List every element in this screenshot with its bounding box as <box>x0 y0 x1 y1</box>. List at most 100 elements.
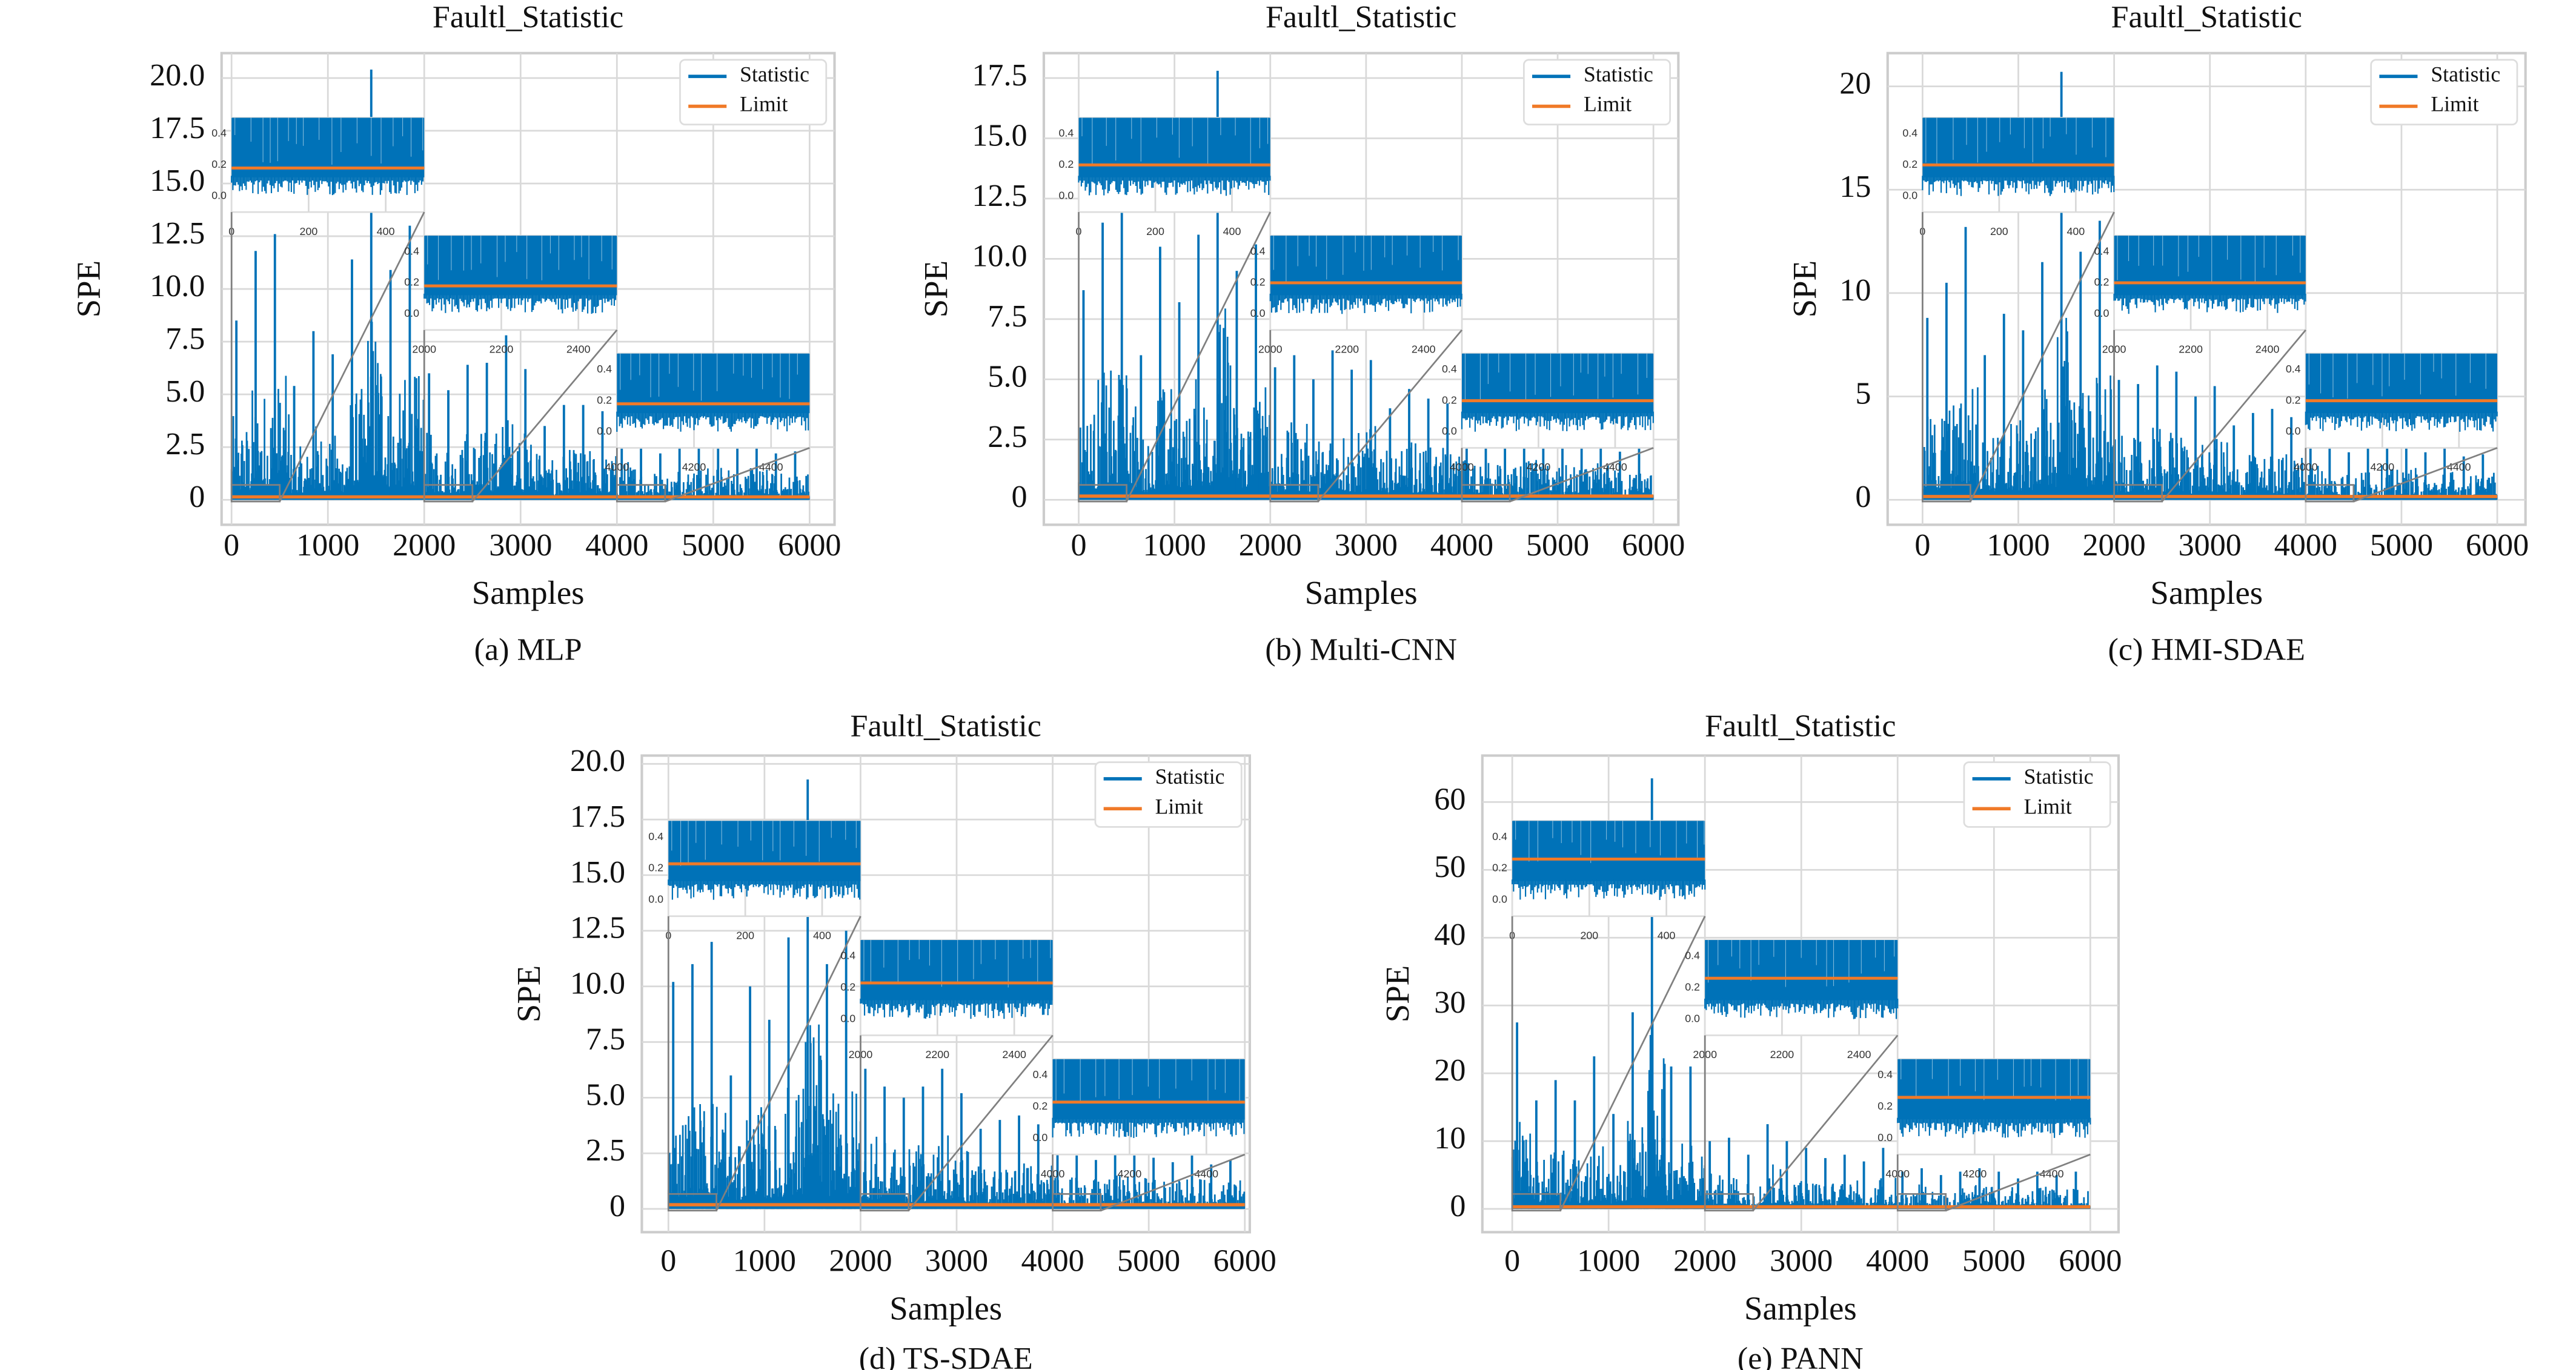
y-tick-label: 15.0 <box>570 855 625 890</box>
inset-y-tick-label: 0.4 <box>1442 363 1457 375</box>
y-tick-label: 2.5 <box>586 1133 625 1168</box>
legend-statistic-label: Statistic <box>1584 62 1653 86</box>
x-axis-label: Samples <box>1305 574 1418 611</box>
figure-caption: (d) TS-SDAE <box>859 1342 1033 1370</box>
inset-x-tick-label: 4200 <box>1527 461 1551 473</box>
y-tick-label: 12.5 <box>972 179 1027 213</box>
y-tick-label: 5.0 <box>586 1077 625 1112</box>
x-tick-label: 6000 <box>1213 1243 1276 1278</box>
zoom-region-box <box>2305 484 2355 503</box>
x-tick-label: 3000 <box>925 1243 988 1278</box>
chart-title: Faultl_Statistic <box>2111 0 2302 35</box>
inset-y-tick-label: 0.0 <box>211 189 227 201</box>
zoom-region-box <box>1269 484 1320 503</box>
inset-y-tick-label: 0.2 <box>1250 276 1266 288</box>
x-tick-label: 3000 <box>2179 528 2242 563</box>
y-tick-label: 10 <box>1839 273 1871 308</box>
inset-statistic-series <box>1461 411 1654 432</box>
inset-statistic-series <box>2305 411 2498 432</box>
zoom-inset: 0.00.20.4200022002400 <box>1250 234 1463 355</box>
statistic-series <box>667 779 1246 1210</box>
y-tick-label: 15 <box>1839 170 1871 204</box>
inset-y-tick-label: 0.0 <box>1250 307 1266 319</box>
x-tick-label: 5000 <box>682 528 745 563</box>
x-tick-label: 1000 <box>296 528 359 563</box>
inset-y-tick-label: 0.4 <box>1059 127 1074 139</box>
x-tick-label: 4000 <box>1430 528 1493 563</box>
inset-statistic-fill <box>1922 117 2114 177</box>
zoom-connector-line <box>279 211 425 502</box>
zoom-inset: 0.00.20.40200400 <box>1059 117 1272 237</box>
legend: Statistic Limit <box>2370 59 2518 126</box>
x-tick-label: 0 <box>1071 528 1087 563</box>
zoom-region-box <box>1461 484 1511 503</box>
y-axis-label: SPE <box>510 965 547 1022</box>
legend: Statistic Limit <box>1522 59 1671 126</box>
inset-y-tick-label: 0.2 <box>597 394 612 406</box>
x-axis-label: Samples <box>2150 574 2263 611</box>
inset-statistic-fill <box>1078 117 1270 177</box>
y-tick-label: 5.0 <box>165 374 205 409</box>
zoom-region-box <box>423 484 474 503</box>
y-tick-label: 17.5 <box>570 799 625 834</box>
y-tick-label: 5.0 <box>988 359 1027 394</box>
inset-y-tick-label: 0.2 <box>1059 158 1074 170</box>
y-axis-label: SPE <box>1786 260 1823 317</box>
inset-x-tick-label: 4200 <box>682 461 706 473</box>
inset-y-tick-label: 0.2 <box>404 276 419 288</box>
inset-x-tick-label: 400 <box>1223 225 1241 237</box>
legend-statistic-label: Statistic <box>2431 62 2500 86</box>
inset-statistic-fill <box>2114 236 2306 296</box>
x-tick-label: 0 <box>1914 528 1930 563</box>
y-tick-label: 17.5 <box>150 111 205 145</box>
y-tick-label: 10.0 <box>150 269 205 303</box>
inset-y-tick-label: 0.2 <box>2094 276 2110 288</box>
y-tick-label: 17.5 <box>972 58 1027 93</box>
x-tick-label: 6000 <box>2466 528 2529 563</box>
zoom-inset: 0.00.20.4200022002400 <box>2094 234 2307 355</box>
y-tick-label: 2.5 <box>988 420 1027 454</box>
zoom-connector-line <box>471 329 618 502</box>
legend: Statistic Limit <box>679 59 828 126</box>
x-tick-label: 5000 <box>2370 528 2433 563</box>
x-tick-label: 3000 <box>1335 528 1398 563</box>
x-axis-label: Samples <box>472 574 585 611</box>
x-tick-label: 1000 <box>733 1243 796 1278</box>
inset-x-tick-label: 400 <box>2066 225 2085 237</box>
inset-y-tick-label: 0.4 <box>404 245 419 257</box>
zoom-region-box <box>616 484 666 503</box>
inset-y-tick-label: 0.0 <box>2094 307 2110 319</box>
inset-statistic-series <box>2113 293 2306 314</box>
zoom-connector-line <box>1970 211 2115 502</box>
inset-x-tick-label: 2400 <box>1412 343 1436 355</box>
inset-x-tick-label: 200 <box>300 225 318 237</box>
y-tick-label: 10.0 <box>570 967 625 1001</box>
x-tick-label: 5000 <box>1526 528 1589 563</box>
y-tick-label: 10.0 <box>972 239 1027 273</box>
x-tick-label: 4000 <box>1021 1243 1084 1278</box>
inset-x-tick-label: 2400 <box>2256 343 2280 355</box>
inset-x-tick-label: 200 <box>1146 225 1164 237</box>
zoom-connector-line <box>1509 447 1654 503</box>
legend-limit-label: Limit <box>740 92 788 116</box>
y-tick-label: 0 <box>1855 480 1871 514</box>
chart-title: Faultl_Statistic <box>850 709 1041 744</box>
x-tick-label: 4000 <box>2274 528 2337 563</box>
y-tick-label: 12.5 <box>150 216 205 251</box>
inset-y-tick-label: 0.4 <box>2286 363 2301 375</box>
inset-statistic-fill <box>1270 236 1462 296</box>
legend-limit-label: Limit <box>2431 92 2478 116</box>
y-axis-label: SPE <box>917 260 954 317</box>
inset-statistic-fill <box>1461 353 1654 414</box>
chart-title: Faultl_Statistic <box>433 0 623 35</box>
inset-statistic-series <box>616 411 809 432</box>
zoom-region-box <box>1078 484 1127 503</box>
x-tick-label: 2000 <box>393 528 456 563</box>
inset-y-tick-label: 0.0 <box>404 307 419 319</box>
x-tick-label: 6000 <box>1622 528 1685 563</box>
y-tick-label: 20 <box>1839 67 1871 101</box>
zoom-region-box <box>2113 484 2163 503</box>
inset-y-tick-label: 0.4 <box>597 363 612 375</box>
